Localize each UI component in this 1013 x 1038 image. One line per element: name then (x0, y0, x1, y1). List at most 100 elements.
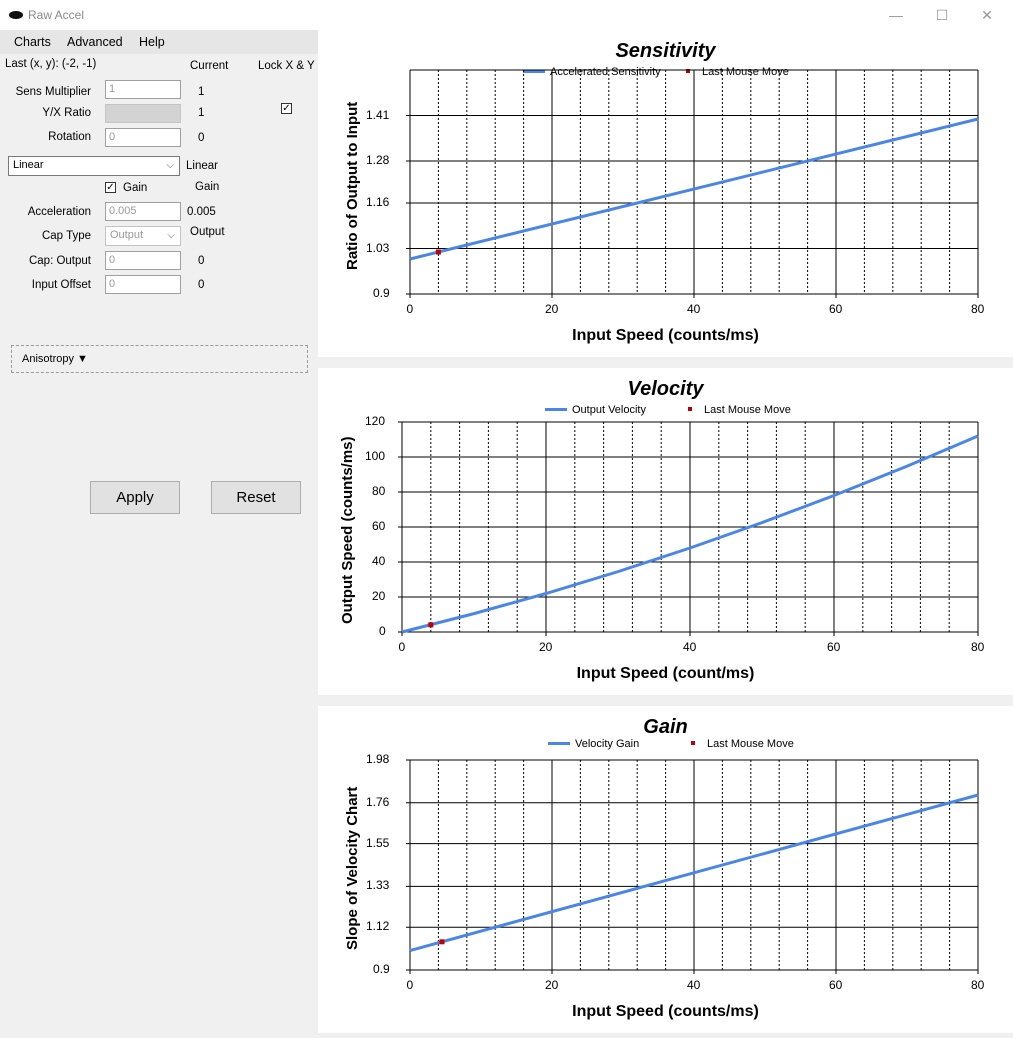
cap-output-label: Cap: Output (28, 255, 91, 267)
y-tick-label: 1.76 (366, 794, 390, 809)
series-line (409, 117, 979, 261)
x-tick-label: 0 (398, 640, 406, 654)
x-tick-label: 40 (687, 302, 701, 316)
x-tick-label: 0 (406, 302, 414, 316)
x-axis-label: Input Speed (count/ms) (576, 665, 755, 682)
sens-multiplier-input[interactable]: 1 (105, 80, 181, 99)
legend-series-label: Output Velocity (572, 404, 646, 416)
x-tick-label: 80 (971, 640, 985, 654)
velocity-plot (398, 421, 979, 636)
x-tick-label: 60 (829, 978, 843, 992)
y-tick-label: 20 (372, 589, 386, 603)
legend-line-swatch (523, 70, 545, 73)
y-tick-label: 60 (372, 519, 386, 533)
last-xy-label: Last (x, y): (-2, -1) (5, 58, 97, 70)
gain-checkbox[interactable]: ✓ (105, 182, 116, 193)
menu-bar: Charts Advanced Help (0, 30, 318, 54)
legend-line-swatch (548, 742, 570, 745)
x-tick-label: 80 (971, 978, 985, 992)
x-tick-label: 60 (827, 640, 841, 654)
last-mouse-move-point (428, 622, 434, 628)
legend-marker-label: Last Mouse Move (702, 66, 789, 78)
last-mouse-move-point (435, 249, 441, 255)
y-tick-label: 0.9 (373, 286, 390, 300)
input-offset-input[interactable]: 0 (105, 275, 181, 294)
legend-marker-label: Last Mouse Move (704, 404, 791, 416)
series-line (409, 793, 979, 953)
accel-type-dropdown[interactable]: Linear ⌵ (8, 156, 180, 176)
legend-marker-label: Last Mouse Move (707, 738, 794, 750)
y-tick-label: 1.33 (366, 878, 390, 893)
legend-series-label: Velocity Gain (575, 738, 640, 750)
last-mouse-move-point (439, 939, 445, 945)
anisotropy-toggle[interactable]: Anisotropy ▼ (11, 345, 308, 373)
velocity-chart-panel: Velocity Output Velocity Last Mouse Move 0 2… (318, 368, 1013, 695)
x-tick-label: 0 (406, 978, 414, 992)
y-tick-label: 1.03 (366, 240, 390, 255)
y-tick-label: 1.16 (366, 195, 390, 209)
menu-advanced[interactable]: Advanced (67, 35, 123, 49)
y-tick-label: 0.9 (373, 962, 390, 976)
accel-type-value: Linear (13, 159, 44, 171)
y-tick-label: 1.55 (366, 835, 390, 850)
gain-chart-panel: Gain Velocity Gain Last Mouse Move 0 20 40 60 8… (318, 706, 1013, 1033)
lock-xy-checkbox[interactable]: ✓ (281, 103, 292, 114)
y-tick-label: 1.98 (366, 752, 390, 766)
chevron-down-icon: ⌵ (166, 160, 174, 171)
window-title: Raw Accel (28, 8, 85, 22)
minimize-button[interactable]: — (889, 7, 903, 23)
acceleration-label: Acceleration (27, 206, 91, 218)
sens-multiplier-label: Sens Multiplier (15, 86, 91, 98)
reset-button[interactable]: Reset (211, 481, 301, 514)
gain-plot (406, 759, 979, 974)
y-tick-label: 1.41 (366, 107, 390, 122)
cap-type-dropdown[interactable]: Output ⌵ (105, 226, 181, 246)
y-axis-label: Ratio of Output to Input (344, 101, 361, 270)
y-axis-label: Output Speed (counts/ms) (339, 436, 356, 625)
lock-xy-header: Lock X & Y (258, 60, 315, 72)
current-header: Current (190, 60, 229, 72)
cap-type-label: Cap Type (41, 230, 91, 242)
x-tick-label: 60 (829, 302, 843, 316)
y-tick-label: 40 (372, 554, 386, 568)
sensitivity-chart-title: Sensitivity (615, 40, 716, 62)
input-offset-label: Input Offset (31, 279, 91, 291)
legend-series-label: Accelerated Sensitivity (550, 66, 661, 78)
rotation-input[interactable]: 0 (105, 128, 181, 147)
velocity-chart-title: Velocity (627, 378, 704, 400)
yx-ratio-label: Y/X Ratio (42, 107, 91, 119)
menu-charts[interactable]: Charts (14, 35, 51, 49)
cap-type-current: Output (190, 226, 225, 238)
y-tick-label: 120 (365, 414, 386, 428)
anisotropy-label: Anisotropy ▼ (22, 353, 88, 365)
y-tick-label: 1.12 (366, 919, 390, 934)
y-axis-label: Slope of Velocity Chart (344, 786, 361, 950)
x-tick-label: 40 (687, 978, 701, 992)
gain-current: Gain (195, 181, 220, 193)
app-icon (9, 11, 23, 19)
gain-chart-title: Gain (643, 716, 688, 738)
maximize-button[interactable]: ☐ (935, 7, 949, 23)
close-button[interactable]: ✕ (981, 7, 993, 23)
y-tick-label: 100 (365, 449, 386, 463)
input-offset-current: 0 (198, 279, 205, 291)
cap-type-value: Output (110, 229, 144, 241)
legend-marker-swatch (691, 741, 695, 745)
menu-help[interactable]: Help (139, 35, 165, 49)
legend-marker-swatch (686, 69, 690, 73)
gain-label: Gain (123, 182, 148, 194)
apply-button[interactable]: Apply (90, 481, 180, 514)
x-axis-label: Input Speed (counts/ms) (572, 327, 759, 344)
x-axis-label: Input Speed (counts/ms) (572, 1003, 759, 1020)
x-tick-label: 20 (545, 302, 559, 316)
acceleration-input[interactable]: 0.005 (105, 202, 181, 221)
sensitivity-plot (406, 69, 979, 298)
acceleration-current: 0.005 (187, 206, 216, 218)
sens-multiplier-current: 1 (198, 86, 205, 98)
yx-ratio-input (105, 104, 181, 123)
cap-output-input[interactable]: 0 (105, 251, 181, 270)
x-tick-label: 20 (545, 978, 559, 992)
x-tick-label: 20 (539, 640, 553, 654)
title-bar: Raw Accel — ☐ ✕ (0, 0, 1013, 30)
x-tick-label: 40 (683, 640, 697, 654)
